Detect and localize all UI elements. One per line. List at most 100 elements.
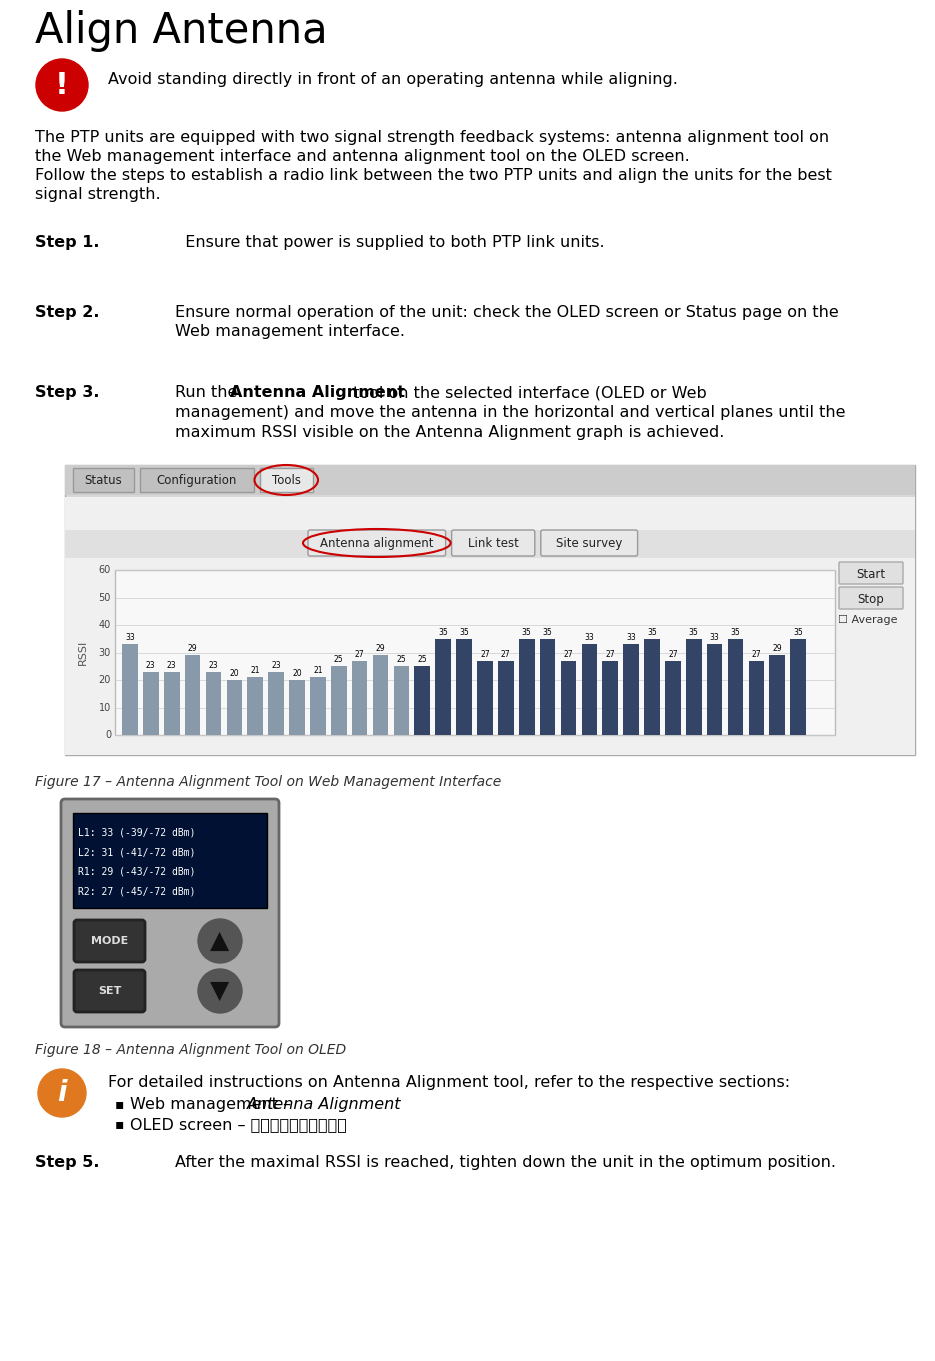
FancyBboxPatch shape <box>540 529 638 557</box>
Text: Antenna alignment: Antenna alignment <box>320 536 434 550</box>
FancyBboxPatch shape <box>61 799 279 1028</box>
FancyBboxPatch shape <box>839 562 903 584</box>
Text: 50: 50 <box>98 592 111 603</box>
Text: Follow the steps to establish a radio link between the two PTP units and align t: Follow the steps to establish a radio li… <box>35 167 832 182</box>
Text: Web management –: Web management – <box>130 1097 296 1112</box>
Circle shape <box>198 969 242 1013</box>
Text: L1: 33 (-39/-72 dBm): L1: 33 (-39/-72 dBm) <box>78 827 195 837</box>
FancyBboxPatch shape <box>73 813 267 908</box>
Text: 35: 35 <box>439 627 448 637</box>
Text: Antenna Alignment: Antenna Alignment <box>230 385 405 400</box>
Text: 25: 25 <box>417 655 427 664</box>
FancyBboxPatch shape <box>790 638 806 735</box>
Text: Align Antenna: Align Antenna <box>35 10 327 52</box>
FancyBboxPatch shape <box>65 529 915 558</box>
FancyBboxPatch shape <box>74 970 145 1013</box>
Text: R1: 29 (-43/-72 dBm): R1: 29 (-43/-72 dBm) <box>78 867 195 876</box>
Circle shape <box>36 59 88 112</box>
FancyBboxPatch shape <box>436 638 451 735</box>
Text: the Web management interface and antenna alignment tool on the OLED screen.: the Web management interface and antenna… <box>35 148 690 163</box>
Text: Avoid standing directly in front of an operating antenna while aligning.: Avoid standing directly in front of an o… <box>108 72 678 87</box>
Text: Figure 17 – Antenna Alignment Tool on Web Management Interface: Figure 17 – Antenna Alignment Tool on We… <box>35 774 501 789</box>
Text: The PTP units are equipped with two signal strength feedback systems: antenna al: The PTP units are equipped with two sign… <box>35 131 829 146</box>
Text: Run the: Run the <box>175 385 242 400</box>
FancyBboxPatch shape <box>65 465 915 755</box>
Text: 40: 40 <box>99 621 111 630</box>
Text: 29: 29 <box>188 644 197 653</box>
Text: Stop: Stop <box>857 592 885 606</box>
Text: ▲: ▲ <box>210 930 230 953</box>
Text: 10: 10 <box>99 702 111 713</box>
Text: 33: 33 <box>584 633 595 642</box>
Text: 29: 29 <box>772 644 782 653</box>
Text: 35: 35 <box>793 627 803 637</box>
FancyBboxPatch shape <box>727 638 743 735</box>
FancyBboxPatch shape <box>519 638 535 735</box>
FancyBboxPatch shape <box>73 468 134 491</box>
Text: tool on the selected interface (OLED or Web: tool on the selected interface (OLED or … <box>348 385 706 400</box>
FancyBboxPatch shape <box>248 678 263 735</box>
Text: 33: 33 <box>125 633 135 642</box>
FancyBboxPatch shape <box>373 655 388 735</box>
Text: 35: 35 <box>459 627 469 637</box>
Text: Site survey: Site survey <box>556 536 623 550</box>
FancyBboxPatch shape <box>839 587 903 608</box>
Text: ▪: ▪ <box>115 1117 124 1131</box>
Text: Configuration: Configuration <box>156 474 237 486</box>
FancyBboxPatch shape <box>74 920 145 962</box>
FancyBboxPatch shape <box>770 655 785 735</box>
Text: ▪: ▪ <box>115 1097 124 1111</box>
FancyBboxPatch shape <box>65 465 915 495</box>
Text: Status: Status <box>85 474 122 486</box>
Text: RSSI: RSSI <box>78 640 88 666</box>
Text: 35: 35 <box>647 627 657 637</box>
Text: 23: 23 <box>271 660 280 670</box>
Text: 27: 27 <box>480 649 490 659</box>
FancyBboxPatch shape <box>539 638 555 735</box>
FancyBboxPatch shape <box>289 680 305 735</box>
FancyBboxPatch shape <box>394 667 410 735</box>
FancyBboxPatch shape <box>686 638 701 735</box>
FancyBboxPatch shape <box>456 638 472 735</box>
Text: Step 2.: Step 2. <box>35 305 99 320</box>
Text: 27: 27 <box>668 649 678 659</box>
FancyBboxPatch shape <box>352 660 367 735</box>
Text: Web management interface.: Web management interface. <box>175 324 405 339</box>
Text: Ensure that power is supplied to both PTP link units.: Ensure that power is supplied to both PT… <box>175 235 605 250</box>
Text: ▼: ▼ <box>210 979 230 1003</box>
Text: 33: 33 <box>626 633 636 642</box>
Text: Step 1.: Step 1. <box>35 235 99 250</box>
Text: 27: 27 <box>354 649 365 659</box>
FancyBboxPatch shape <box>561 660 576 735</box>
FancyBboxPatch shape <box>602 660 618 735</box>
Text: Link test: Link test <box>468 536 519 550</box>
Text: Figure 18 – Antenna Alignment Tool on OLED: Figure 18 – Antenna Alignment Tool on OL… <box>35 1043 346 1057</box>
Text: 25: 25 <box>334 655 343 664</box>
Text: signal strength.: signal strength. <box>35 186 161 201</box>
Text: i: i <box>57 1079 66 1106</box>
Text: 30: 30 <box>99 648 111 657</box>
Text: 21: 21 <box>251 667 260 675</box>
Text: Ensure normal operation of the unit: check the OLED screen or Status page on the: Ensure normal operation of the unit: che… <box>175 305 839 320</box>
FancyBboxPatch shape <box>452 529 535 557</box>
Text: Tools: Tools <box>272 474 301 486</box>
Text: 21: 21 <box>313 667 323 675</box>
FancyBboxPatch shape <box>140 468 253 491</box>
FancyBboxPatch shape <box>707 644 723 735</box>
Text: 27: 27 <box>564 649 573 659</box>
FancyBboxPatch shape <box>164 672 180 735</box>
Text: Start: Start <box>856 568 885 581</box>
Text: 23: 23 <box>166 660 177 670</box>
Text: 20: 20 <box>98 675 111 685</box>
FancyBboxPatch shape <box>260 468 313 491</box>
Text: R2: 27 (-45/-72 dBm): R2: 27 (-45/-72 dBm) <box>78 887 195 897</box>
Text: maximum RSSI visible on the Antenna Alignment graph is achieved.: maximum RSSI visible on the Antenna Alig… <box>175 425 725 440</box>
Text: L2: 31 (-41/-72 dBm): L2: 31 (-41/-72 dBm) <box>78 847 195 857</box>
FancyBboxPatch shape <box>122 644 137 735</box>
Text: 20: 20 <box>292 670 302 678</box>
Text: OLED screen – 错误！未找到引用源。: OLED screen – 错误！未找到引用源。 <box>130 1117 347 1132</box>
Text: MODE: MODE <box>91 936 128 946</box>
FancyBboxPatch shape <box>624 644 639 735</box>
FancyBboxPatch shape <box>331 667 347 735</box>
Text: Step 5.: Step 5. <box>35 1155 99 1170</box>
